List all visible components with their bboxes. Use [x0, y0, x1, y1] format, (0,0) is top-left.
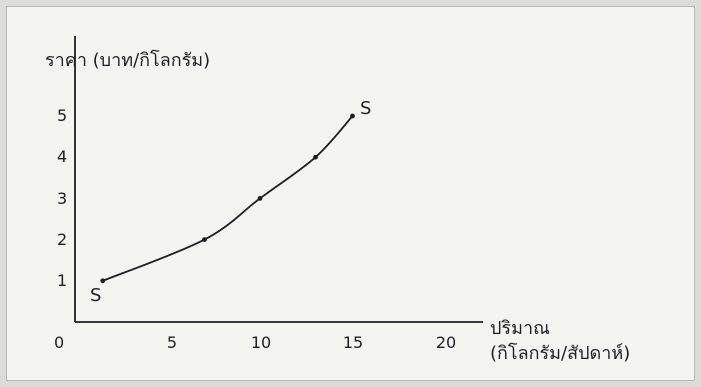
point-2: [202, 237, 207, 243]
point-4: [313, 154, 318, 160]
supply-curve: [102, 115, 354, 282]
y-tick-1: 1: [57, 271, 67, 290]
x-tick-20: 20: [436, 333, 456, 352]
point-5: [350, 113, 355, 119]
curve-end-label: S: [360, 98, 371, 119]
origin-label: 0: [54, 333, 64, 352]
y-tick-5: 5: [57, 106, 67, 125]
y-tick-3: 3: [57, 189, 67, 208]
chart-frame: [6, 6, 695, 381]
x-axis-label-line1: ปริมาณ: [490, 318, 550, 339]
x-tick-15: 15: [343, 333, 363, 352]
point-3: [257, 196, 263, 201]
x-axis-label-line2: (กิโลกรัม/สัปดาห์): [490, 342, 630, 364]
curve-start-label: S: [90, 285, 101, 306]
x-tick-10: 10: [251, 333, 271, 352]
point-1: [100, 278, 106, 284]
y-tick-2: 2: [57, 230, 67, 249]
y-axis-label: ราคา (บาท/กิโลกรัม): [45, 49, 210, 71]
x-tick-5: 5: [167, 333, 177, 352]
y-tick-4: 4: [57, 147, 67, 166]
